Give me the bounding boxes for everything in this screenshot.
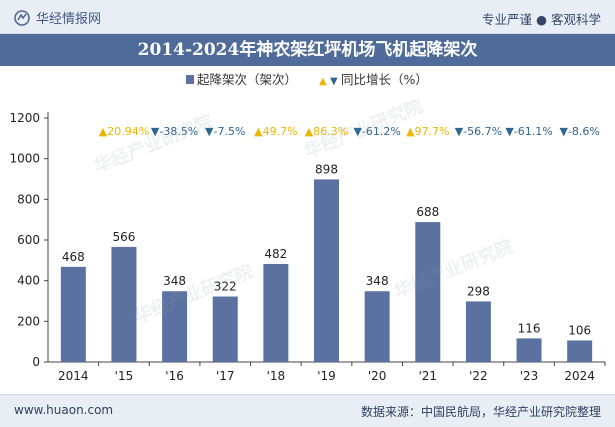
bar	[162, 291, 188, 362]
footer: www.huaon.com 数据来源：中国民航局，华经产业研究院整理	[0, 394, 615, 427]
x-tick-label: '23	[520, 369, 539, 383]
y-tick-label: 400	[17, 274, 40, 288]
data-label: 898	[315, 162, 338, 176]
y-tick-label: 0	[32, 355, 40, 369]
legend-up-icon: ▲	[319, 76, 327, 87]
growth-label: ▼-61.1%	[505, 125, 552, 138]
footer-url[interactable]: www.huaon.com	[14, 403, 114, 417]
growth-label: ▼-56.7%	[455, 125, 502, 138]
legend-label: 起降架次（架次）	[197, 72, 297, 87]
legend-down-icon: ▼	[330, 76, 338, 87]
brand-logo-icon	[14, 9, 30, 26]
data-label: 106	[568, 323, 591, 337]
y-tick-label: 800	[17, 192, 40, 206]
bar	[263, 263, 289, 362]
x-tick-label: '18	[267, 369, 286, 383]
growth-label: ▲86.3%	[305, 125, 348, 138]
y-tick-label: 200	[17, 314, 40, 328]
legend-swatch	[186, 75, 194, 84]
x-tick-label: '22	[469, 369, 488, 383]
footer-source: 数据来源：中国民航局，华经产业研究院整理	[360, 405, 601, 419]
legend-growth-label: 同比增长（%）	[341, 72, 428, 87]
growth-label: ▼-8.6%	[559, 125, 599, 138]
tagline-part-2: 客观科学	[550, 12, 601, 27]
x-tick-label: '19	[317, 369, 336, 383]
bar	[60, 266, 86, 362]
growth-label: ▲20.94%	[99, 125, 149, 138]
x-tick-label: 2014	[58, 369, 89, 383]
bar	[516, 338, 542, 362]
x-tick-label: 2024	[564, 369, 595, 383]
top-bar: 华经情报网 专业严谨 ● 客观科学	[0, 0, 615, 34]
brand[interactable]: 华经情报网	[14, 8, 101, 27]
x-tick-label: '15	[115, 369, 134, 383]
growth-label: ▼-61.2%	[353, 125, 400, 138]
y-tick-label: 600	[17, 233, 40, 247]
bar	[212, 296, 238, 362]
bar	[364, 291, 390, 362]
bar	[567, 340, 593, 362]
x-tick-label: '20	[368, 369, 387, 383]
x-tick-label: '21	[418, 369, 437, 383]
bar-chart: 起降架次（架次） ▲ ▼ 同比增长（%） 0 200 400 600 800 1000 1200 46…	[9, 72, 606, 383]
brand-name: 华经情报网	[36, 12, 102, 27]
tagline-separator: ●	[536, 12, 547, 27]
bar	[465, 301, 491, 362]
growth-label: ▲49.7%	[254, 125, 297, 138]
x-tick-label: '17	[216, 369, 235, 383]
growth-label: ▼-38.5%	[151, 125, 198, 138]
y-tick-label: 1000	[9, 152, 40, 166]
data-label: 468	[62, 250, 85, 264]
y-tick-label: 1200	[9, 111, 40, 125]
data-label: 482	[264, 247, 287, 261]
growth-label: ▲97.7%	[406, 125, 449, 138]
bar	[314, 179, 339, 362]
data-label: 348	[163, 274, 186, 288]
bar	[415, 222, 441, 362]
data-label: 566	[113, 230, 136, 244]
x-tick-label: '16	[165, 369, 184, 383]
chart-title: 2014-2024年神农架红坪机场飞机起降架次	[0, 34, 615, 66]
data-label: 298	[467, 284, 490, 298]
growth-label: ▼-7.5%	[205, 125, 245, 138]
tagline-part-1: 专业严谨	[482, 12, 533, 27]
data-label: 322	[214, 280, 237, 294]
data-label: 688	[416, 205, 439, 219]
tagline: 专业严谨 ● 客观科学	[482, 9, 601, 28]
data-label: 116	[518, 321, 541, 335]
data-label: 348	[366, 274, 389, 288]
bar	[111, 246, 137, 362]
